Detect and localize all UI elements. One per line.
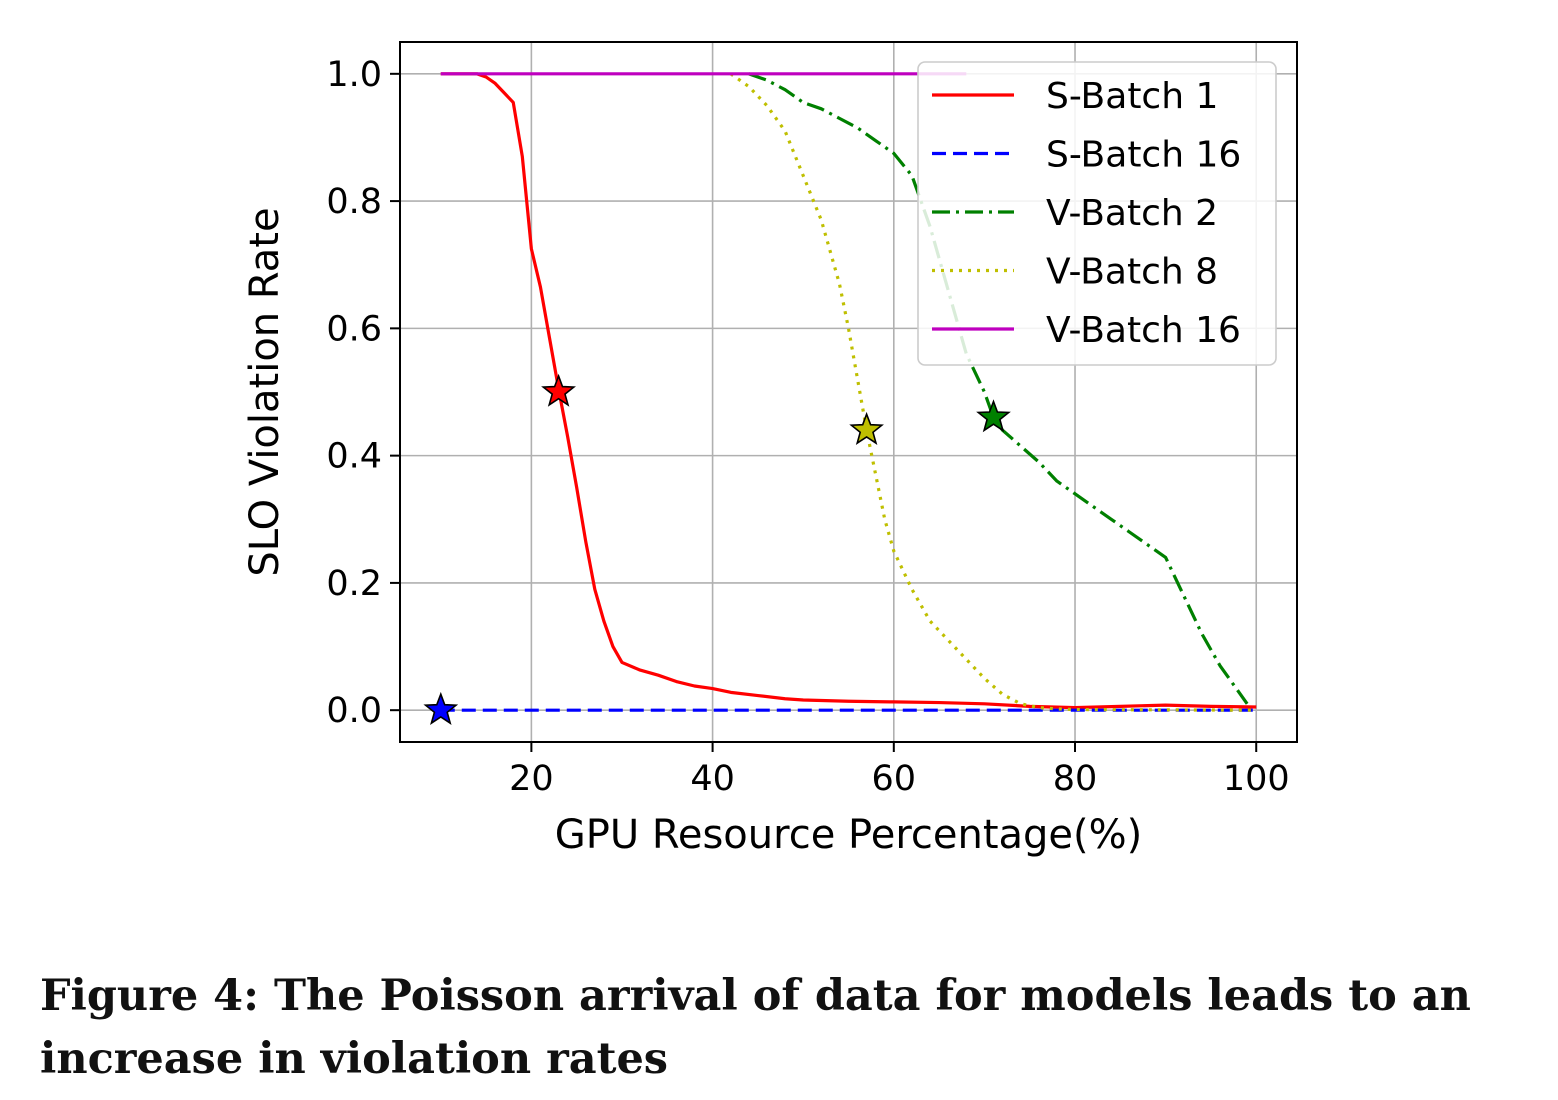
x-tick-label: 60 <box>872 759 917 799</box>
line-chart: 20 40 60 80 100 0.0 0.2 0.4 0.6 0.8 1.0 GPU Resour… <box>242 41 1298 858</box>
legend-label: S-Batch 16 <box>1046 135 1241 176</box>
x-axis-label: GPU Resource Percentage(%) <box>555 812 1143 858</box>
y-tick-label: 0.4 <box>326 437 382 477</box>
star-marker <box>849 411 884 445</box>
legend-label: V-Batch 2 <box>1046 193 1218 234</box>
legend: S-Batch 1 S-Batch 16 V-Batch 2 V-Batch 8 V-B… <box>917 61 1277 366</box>
legend-label: V-Batch 16 <box>1046 310 1241 351</box>
y-tick-label: 0.8 <box>326 182 382 222</box>
legend-box <box>917 61 1277 366</box>
figure-caption: Figure 4: The Poisson arrival of data fo… <box>40 971 1471 1084</box>
axis-ticks: 20 40 60 80 100 0.0 0.2 0.4 0.6 0.8 1.0 <box>326 55 1289 799</box>
series-line-s-batch-1 <box>440 72 1257 710</box>
x-tick-label: 100 <box>1223 759 1290 799</box>
x-tick-label: 80 <box>1053 759 1098 799</box>
x-tick-label: 20 <box>509 759 554 799</box>
y-tick-label: 1.0 <box>326 55 382 95</box>
series-layer <box>440 72 1257 712</box>
y-tick-label: 0.0 <box>326 691 382 731</box>
star-marker <box>976 399 1011 433</box>
legend-label: V-Batch 8 <box>1046 252 1218 293</box>
series-line-v-batch-8 <box>729 72 1257 712</box>
star-marker <box>423 691 459 725</box>
legend-label: S-Batch 1 <box>1046 76 1218 117</box>
y-tick-label: 0.6 <box>326 309 382 349</box>
marker-layer <box>423 373 1011 725</box>
star-marker <box>541 373 576 407</box>
x-tick-label: 40 <box>690 759 735 799</box>
axes-frame <box>399 41 1298 743</box>
y-axis-label: SLO Violation Rate <box>242 207 288 576</box>
y-tick-label: 0.2 <box>326 564 382 604</box>
